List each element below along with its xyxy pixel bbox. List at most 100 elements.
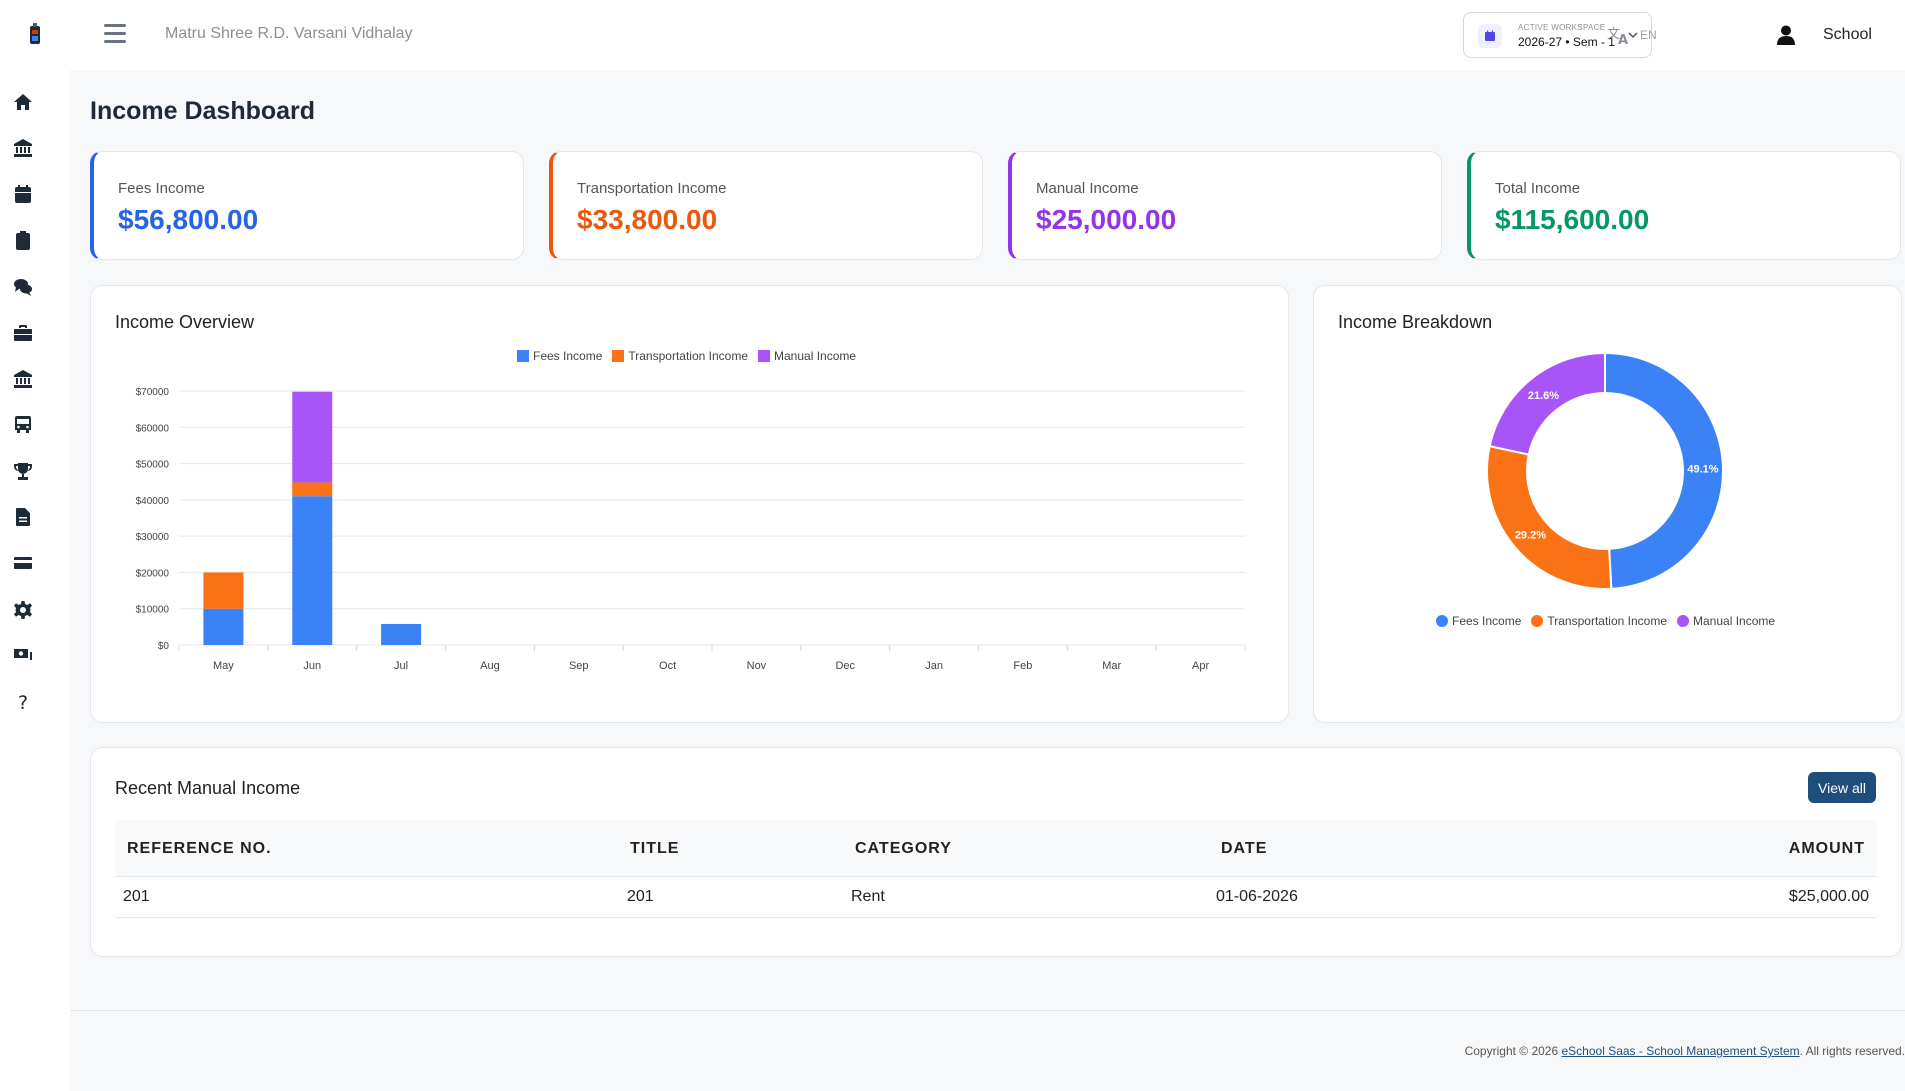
bar-transportation-income [292, 482, 333, 497]
column-header[interactable]: CATEGORY [855, 840, 952, 857]
bar-transportation-income [203, 572, 244, 609]
column-header[interactable]: TITLE [630, 840, 680, 857]
recent-income-table: REFERENCE NO. TITLE CATEGORY DATE AMOUNT… [115, 820, 1877, 918]
y-tick-label: $40000 [136, 496, 170, 507]
bus-icon[interactable] [11, 413, 35, 437]
x-tick-label: Jun [303, 660, 321, 672]
cell-category: Rent [851, 888, 885, 905]
money-icon[interactable] [11, 644, 35, 668]
legend-item-manual[interactable]: Manual Income [1677, 614, 1775, 628]
chevron-down-icon [1628, 32, 1638, 39]
clipboard-icon[interactable] [11, 228, 35, 252]
footer: Copyright © 2026 eSchool Saas - School M… [70, 1010, 1905, 1091]
slice-label: 21.6% [1528, 390, 1559, 402]
y-tick-label: $20000 [136, 568, 170, 579]
x-tick-label: Jan [925, 660, 943, 672]
workspace-label: ACTIVE WORKSPACE [1518, 23, 1606, 32]
stat-label: Fees Income [118, 180, 205, 197]
bar-manual-income [292, 391, 333, 483]
workspace-value: 2026-27 • Sem - 1 [1518, 35, 1615, 49]
table-row[interactable]: 201 201 Rent 01-06-2026 $25,000.00 [115, 877, 1877, 918]
slice-fees-income [1604, 351, 1724, 590]
page-title: Income Dashboard [90, 97, 316, 125]
legend-item-fees[interactable]: Fees Income [1436, 614, 1521, 628]
fees-income-card: Fees Income $56,800.00 [90, 151, 524, 260]
slice-label: 29.2% [1515, 530, 1546, 542]
stat-value: $115,600.00 [1495, 204, 1650, 235]
x-tick-label: Apr [1192, 660, 1209, 672]
card-title: Recent Manual Income [115, 778, 301, 798]
home-icon[interactable] [11, 90, 35, 114]
y-tick-label: $60000 [136, 423, 170, 434]
y-tick-label: $0 [158, 641, 170, 652]
legend-item-fees[interactable]: Fees Income [517, 349, 602, 363]
svg-text:?: ? [18, 692, 28, 712]
income-breakdown-card: Income Breakdown 49.1% 29.2% 21.6% Fees In… [1313, 285, 1902, 723]
column-header[interactable]: AMOUNT [1788, 840, 1865, 857]
copyright: Copyright © 2026 eSchool Saas - School M… [1464, 1044, 1905, 1058]
settings-icon[interactable] [11, 598, 35, 622]
svg-text:文: 文 [1607, 27, 1620, 42]
column-header[interactable]: REFERENCE NO. [127, 840, 272, 857]
slice-label: 49.1% [1687, 463, 1718, 475]
legend-item-transportation[interactable]: Transportation Income [1531, 614, 1667, 628]
x-tick-label: Oct [659, 660, 676, 672]
column-header[interactable]: DATE [1221, 840, 1268, 857]
recent-manual-income-card: Recent Manual Income View all REFERENCE … [90, 747, 1902, 957]
stat-value: $33,800.00 [577, 204, 718, 235]
bar-fees-income [203, 608, 244, 645]
institution-icon[interactable] [11, 367, 35, 391]
cell-title: 201 [627, 888, 654, 905]
user-name[interactable]: School [1823, 26, 1872, 43]
menu-toggle-icon[interactable] [104, 24, 126, 44]
calendar-icon[interactable] [11, 182, 35, 206]
table-header: REFERENCE NO. TITLE CATEGORY DATE AMOUNT [115, 820, 1877, 877]
legend-item-transportation[interactable]: Transportation Income [612, 349, 748, 363]
donut-chart-legend: Fees Income Transportation Income Manual… [1436, 614, 1785, 628]
document-icon[interactable] [11, 505, 35, 529]
y-tick-label: $50000 [136, 460, 170, 471]
bank-icon[interactable] [11, 136, 35, 160]
x-tick-label: Jul [394, 660, 408, 672]
stat-label: Manual Income [1036, 180, 1139, 197]
stat-label: Transportation Income [577, 180, 727, 197]
bar-fees-income [381, 623, 422, 645]
x-tick-label: Aug [480, 660, 500, 672]
bar-chart-legend: Fees Income Transportation Income Manual… [517, 349, 866, 363]
income-overview-chart: $0 $10000 $20000 $30000 $40000 $50000 $60000 $7… [136, 387, 1246, 672]
card-title: Income Overview [115, 312, 255, 332]
stat-label: Total Income [1495, 180, 1581, 197]
trophy-icon[interactable] [11, 459, 35, 483]
footer-link[interactable]: eSchool Saas - School Management System [1561, 1044, 1800, 1058]
language-code[interactable]: EN [1640, 28, 1657, 42]
x-tick-label: Mar [1102, 660, 1121, 672]
total-income-card: Total Income $115,600.00 [1467, 151, 1901, 260]
y-tick-label: $30000 [136, 532, 170, 543]
cell-reference: 201 [123, 888, 150, 905]
view-all-button[interactable]: View all [1808, 772, 1876, 803]
stat-value: $56,800.00 [118, 204, 259, 235]
card-title: Income Breakdown [1338, 312, 1493, 332]
workspace-selector[interactable]: ACTIVE WORKSPACE 2026-27 • Sem - 1 [1463, 12, 1652, 58]
svg-text:A: A [1618, 33, 1628, 45]
user-icon[interactable] [1775, 24, 1797, 46]
x-tick-label: Feb [1013, 660, 1032, 672]
manual-income-card: Manual Income $25,000.00 [1008, 151, 1442, 260]
bar-fees-income [292, 496, 333, 645]
cell-amount: $25,000.00 [1788, 888, 1869, 905]
transportation-income-card: Transportation Income $33,800.00 [549, 151, 983, 260]
x-tick-label: Dec [835, 660, 855, 672]
income-breakdown-chart: 49.1% 29.2% 21.6% [1486, 351, 1724, 590]
card-icon[interactable] [11, 551, 35, 575]
stat-value: $25,000.00 [1036, 204, 1177, 235]
cell-date: 01-06-2026 [1216, 888, 1298, 905]
legend-item-manual[interactable]: Manual Income [758, 349, 856, 363]
school-logo[interactable] [27, 22, 43, 48]
translate-icon[interactable]: 文 A [1607, 25, 1631, 45]
chat-icon[interactable] [11, 275, 35, 299]
help-icon[interactable]: ? [11, 690, 35, 714]
x-tick-label: Nov [747, 660, 767, 672]
topbar: Matru Shree R.D. Varsani Vidhalay ACTIVE… [70, 0, 1905, 70]
briefcase-icon[interactable] [11, 321, 35, 345]
y-tick-label: $10000 [136, 605, 170, 616]
